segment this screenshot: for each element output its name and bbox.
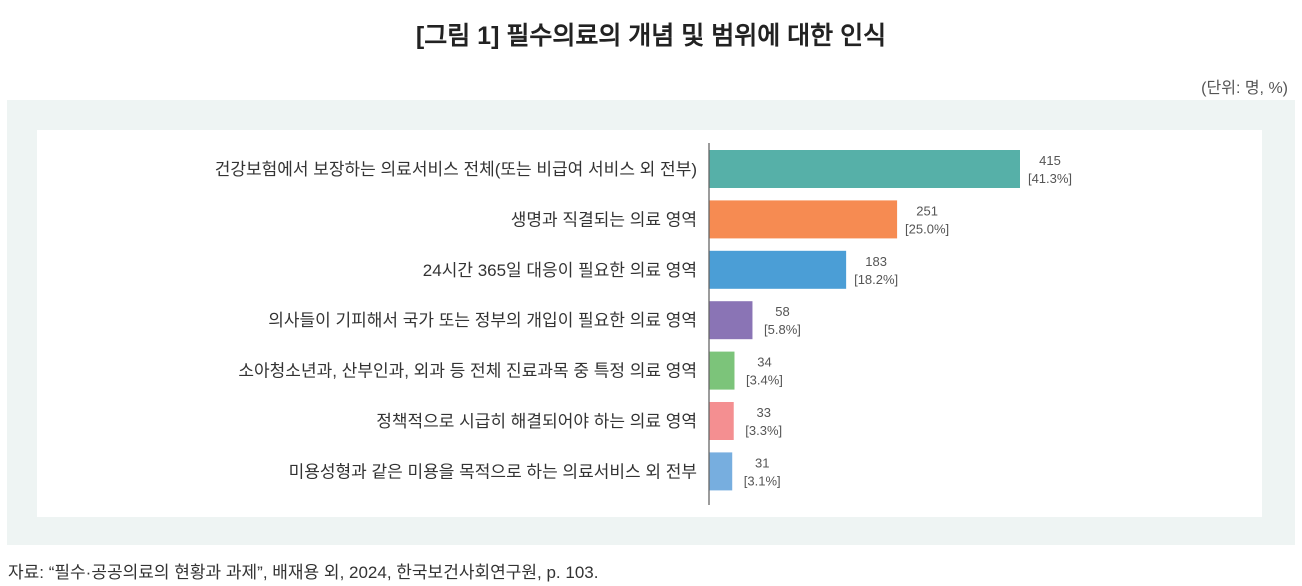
percent-label: [3.1%] bbox=[744, 473, 781, 488]
category-label: 정책적으로 시급히 해결되어야 하는 의료 영역 bbox=[376, 412, 697, 431]
bar bbox=[709, 402, 734, 440]
value-label: 33 bbox=[756, 405, 770, 420]
value-label: 415 bbox=[1039, 153, 1061, 168]
value-label: 34 bbox=[757, 355, 771, 370]
bar bbox=[709, 301, 753, 340]
percent-label: [3.4%] bbox=[746, 373, 783, 388]
category-label: 의사들이 기피해서 국가 또는 정부의 개입이 필요한 의료 영역 bbox=[268, 311, 697, 330]
percent-label: [25.0%] bbox=[905, 221, 949, 236]
source-note: 자료: “필수·공공의료의 현황과 과제”, 배재용 외, 2024, 한국보건… bbox=[8, 563, 599, 582]
percent-label: [18.2%] bbox=[854, 272, 898, 287]
category-label: 24시간 365일 대응이 필요한 의료 영역 bbox=[423, 261, 697, 280]
chart-panel bbox=[37, 130, 1262, 517]
category-label: 생명과 직결되는 의료 영역 bbox=[511, 210, 697, 229]
category-label: 건강보험에서 보장하는 의료서비스 전체(또는 비급여 서비스 외 전부) bbox=[215, 160, 697, 179]
bar bbox=[709, 351, 735, 390]
unit-label: (단위: 명, %) bbox=[1201, 80, 1288, 97]
value-label: 31 bbox=[755, 455, 769, 470]
value-label: 58 bbox=[775, 304, 789, 319]
bar bbox=[709, 250, 847, 289]
category-label: 소아청소년과, 산부인과, 외과 등 전체 진료과목 중 특정 의료 영역 bbox=[238, 362, 697, 381]
percent-label: [41.3%] bbox=[1028, 171, 1072, 186]
percent-label: [5.8%] bbox=[764, 322, 801, 337]
bar bbox=[709, 150, 1020, 188]
category-label: 미용성형과 같은 미용을 목적으로 하는 의료서비스 외 전부 bbox=[289, 462, 697, 481]
percent-label: [3.3%] bbox=[745, 423, 782, 438]
bar bbox=[709, 200, 898, 239]
value-label: 251 bbox=[916, 203, 938, 218]
figure-title: [그림 1] 필수의료의 개념 및 범위에 대한 인식 bbox=[415, 22, 887, 50]
value-label: 183 bbox=[865, 254, 887, 269]
bar bbox=[709, 452, 733, 491]
